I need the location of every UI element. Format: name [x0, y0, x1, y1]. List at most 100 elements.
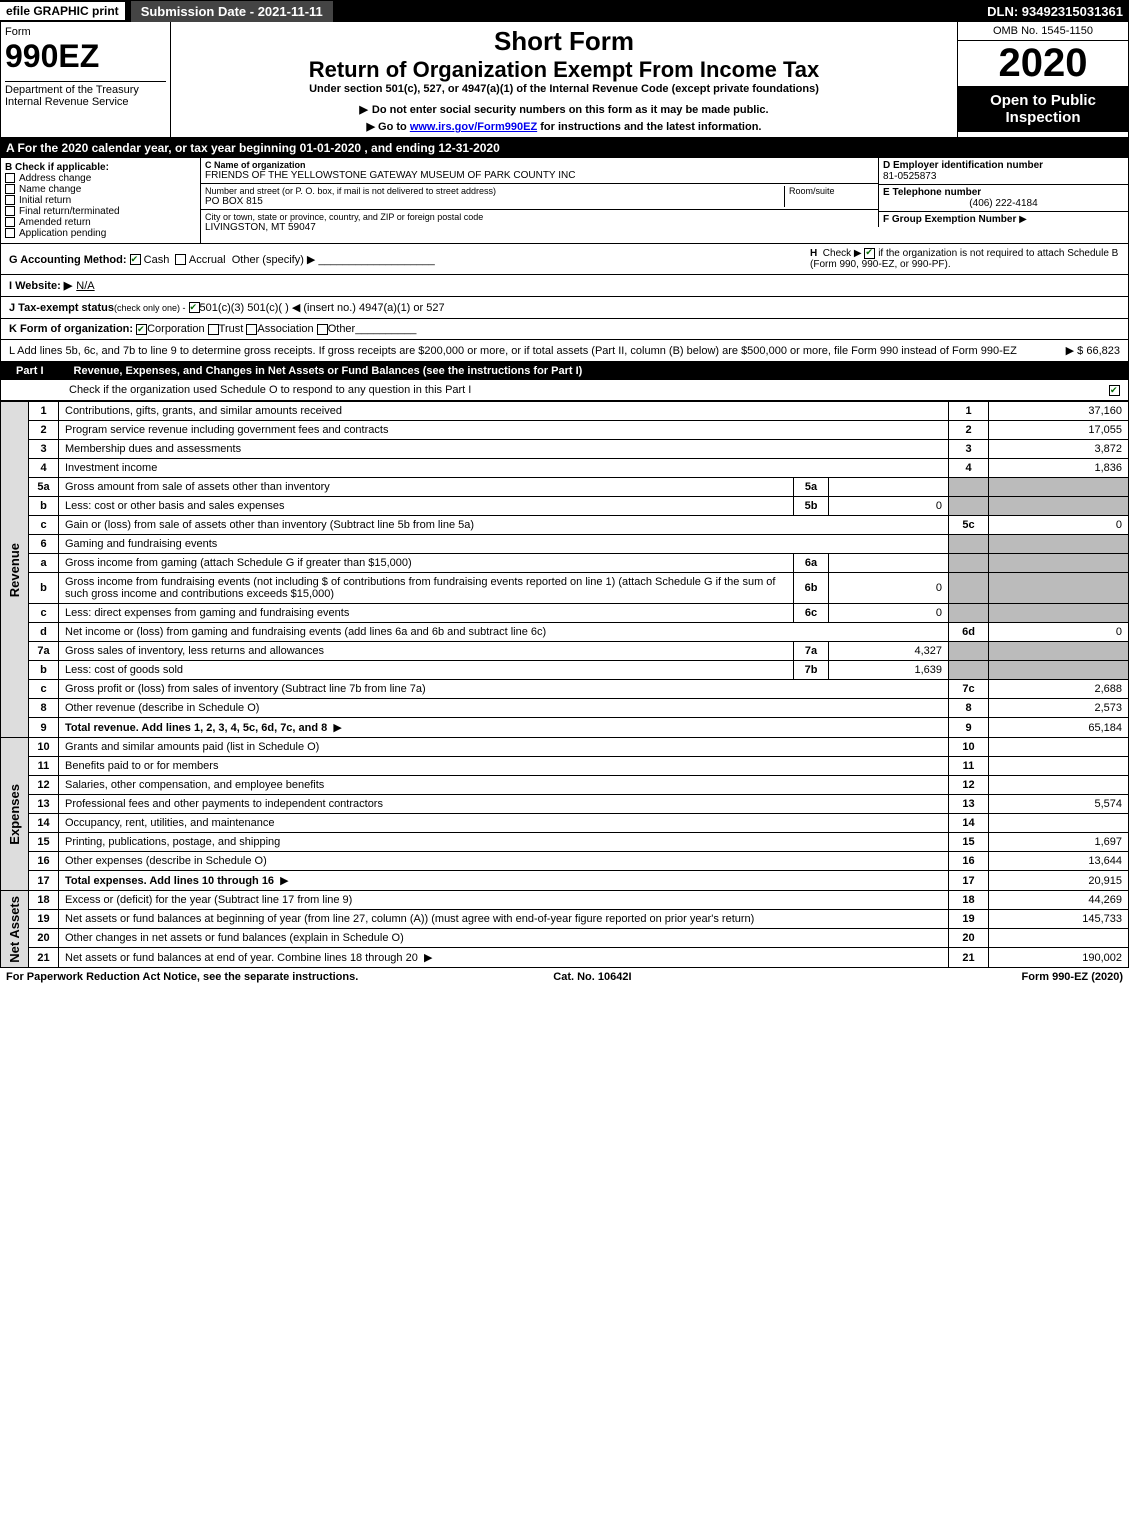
section-c: C Name of organization FRIENDS OF THE YE…	[201, 158, 878, 243]
line-ref: 4	[949, 459, 989, 478]
chk-other-org[interactable]	[317, 324, 328, 335]
opt-other-specify: Other (specify) ▶	[232, 254, 316, 266]
line-number: a	[29, 554, 59, 573]
table-row: 7aGross sales of inventory, less returns…	[1, 642, 1129, 661]
line-val: 44,269	[989, 891, 1129, 910]
line-ref: 13	[949, 795, 989, 814]
table-row: 15Printing, publications, postage, and s…	[1, 833, 1129, 852]
chk-final-return[interactable]: Final return/terminated	[5, 206, 196, 217]
line-desc: Net assets or fund balances at end of ye…	[59, 948, 949, 968]
line-ref: 21	[949, 948, 989, 968]
line-number: 2	[29, 421, 59, 440]
dln-label: DLN: 93492315031361	[987, 4, 1129, 19]
line-val: 145,733	[989, 910, 1129, 929]
chk-schedule-o-part1[interactable]	[1109, 385, 1120, 396]
table-row: 19Net assets or fund balances at beginni…	[1, 910, 1129, 929]
chk-trust[interactable]	[208, 324, 219, 335]
line-val-shaded	[989, 642, 1129, 661]
table-row: Revenue1Contributions, gifts, grants, an…	[1, 402, 1129, 421]
line-val: 1,836	[989, 459, 1129, 478]
line-desc: Net assets or fund balances at beginning…	[59, 910, 949, 929]
omb-number: OMB No. 1545-1150	[958, 22, 1128, 41]
line-number: 19	[29, 910, 59, 929]
table-row: 9Total revenue. Add lines 1, 2, 3, 4, 5c…	[1, 718, 1129, 738]
line-val	[989, 757, 1129, 776]
line-number: b	[29, 497, 59, 516]
table-row: Net Assets18Excess or (deficit) for the …	[1, 891, 1129, 910]
line-number: 8	[29, 699, 59, 718]
section-j-row: J Tax-exempt status (check only one) - 5…	[0, 297, 1129, 319]
section-e-label: E Telephone number	[883, 187, 1124, 198]
chk-name-change[interactable]: Name change	[5, 184, 196, 195]
table-row: 17Total expenses. Add lines 10 through 1…	[1, 871, 1129, 891]
chk-initial-return[interactable]: Initial return	[5, 195, 196, 206]
table-row: dNet income or (loss) from gaming and fu…	[1, 623, 1129, 642]
chk-association[interactable]	[246, 324, 257, 335]
line-desc: Benefits paid to or for members	[59, 757, 949, 776]
line-number: 18	[29, 891, 59, 910]
line-number: 14	[29, 814, 59, 833]
line-number: 6	[29, 535, 59, 554]
mini-val: 0	[829, 497, 949, 516]
chk-501c3[interactable]	[189, 302, 200, 313]
line-desc: Less: cost of goods sold	[59, 661, 794, 680]
line-val-shaded	[989, 535, 1129, 554]
line-ref: 9	[949, 718, 989, 738]
line-desc: Gaming and fundraising events	[59, 535, 949, 554]
section-b-title: B Check if applicable:	[5, 162, 196, 173]
line-val: 3,872	[989, 440, 1129, 459]
line-desc: Gain or (loss) from sale of assets other…	[59, 516, 949, 535]
line-ref: 15	[949, 833, 989, 852]
table-row: cLess: direct expenses from gaming and f…	[1, 604, 1129, 623]
chk-address-change[interactable]: Address change	[5, 173, 196, 184]
line-val: 2,688	[989, 680, 1129, 699]
table-row: 20Other changes in net assets or fund ba…	[1, 929, 1129, 948]
irs-link[interactable]: www.irs.gov/Form990EZ	[410, 121, 537, 133]
line-desc: Other expenses (describe in Schedule O)	[59, 852, 949, 871]
go-to-post: for instructions and the latest informat…	[537, 121, 761, 133]
line-desc: Other revenue (describe in Schedule O)	[59, 699, 949, 718]
section-i-label: I Website: ▶	[9, 279, 72, 292]
chk-amended-return[interactable]: Amended return	[5, 217, 196, 228]
table-row: 6Gaming and fundraising events	[1, 535, 1129, 554]
chk-accrual[interactable]	[175, 254, 186, 265]
line-val: 17,055	[989, 421, 1129, 440]
line-desc: Printing, publications, postage, and shi…	[59, 833, 949, 852]
chk-cash[interactable]	[130, 254, 141, 265]
efile-print-label[interactable]: efile GRAPHIC print	[0, 2, 125, 20]
section-j-sub: (check only one) -	[114, 303, 186, 313]
line-val-shaded	[989, 573, 1129, 604]
section-k-label: K Form of organization:	[9, 323, 133, 335]
line-number: 9	[29, 718, 59, 738]
line-ref: 2	[949, 421, 989, 440]
dept-treasury: Department of the Treasury Internal Reve…	[5, 81, 166, 108]
section-b: B Check if applicable: Address change Na…	[1, 158, 201, 243]
section-l-text: L Add lines 5b, 6c, and 7b to line 9 to …	[9, 345, 1017, 357]
form-word: Form	[5, 26, 166, 38]
line-val: 65,184	[989, 718, 1129, 738]
part-1-check-text: Check if the organization used Schedule …	[9, 384, 1109, 396]
line-ref: 6d	[949, 623, 989, 642]
mini-val: 0	[829, 573, 949, 604]
line-val: 190,002	[989, 948, 1129, 968]
mini-val: 1,639	[829, 661, 949, 680]
line-desc: Gross income from gaming (attach Schedul…	[59, 554, 794, 573]
line-val: 37,160	[989, 402, 1129, 421]
chk-application-pending[interactable]: Application pending	[5, 228, 196, 239]
table-row: 16Other expenses (describe in Schedule O…	[1, 852, 1129, 871]
line-ref: 5c	[949, 516, 989, 535]
chk-corporation[interactable]	[136, 324, 147, 335]
part-1-header: Part I Revenue, Expenses, and Changes in…	[0, 362, 1129, 380]
chk-schedule-b-not-required[interactable]	[864, 248, 875, 259]
side-label-rev: Revenue	[1, 402, 29, 738]
table-row: 8Other revenue (describe in Schedule O)8…	[1, 699, 1129, 718]
line-desc: Less: cost or other basis and sales expe…	[59, 497, 794, 516]
line-val: 20,915	[989, 871, 1129, 891]
line-ref: 18	[949, 891, 989, 910]
opt-accrual: Accrual	[189, 254, 226, 266]
section-h-label: H	[810, 248, 817, 259]
line-val-shaded	[989, 604, 1129, 623]
section-d-label: D Employer identification number	[883, 160, 1124, 171]
section-g-label: G Accounting Method:	[9, 254, 127, 266]
line-number: c	[29, 516, 59, 535]
